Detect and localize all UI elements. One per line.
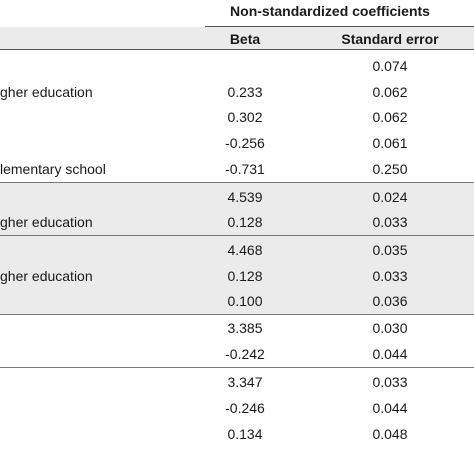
beta-value: -0.731 (225, 161, 265, 177)
beta-value: -0.256 (225, 135, 265, 151)
se-value: 0.033 (372, 214, 408, 230)
beta-value: -0.242 (225, 346, 265, 362)
group-band-1 (0, 183, 474, 235)
beta-value: 0.100 (227, 293, 263, 309)
row-label: lementary school (0, 161, 106, 177)
header-non-standardized-coefficients: Non-standardized coefficients (230, 3, 430, 19)
se-value: 0.074 (372, 58, 408, 74)
header-bottom-rule (0, 49, 474, 50)
group-separator (0, 314, 474, 315)
se-value: 0.250 (372, 161, 408, 177)
se-value: 0.035 (372, 242, 408, 258)
header-beta: Beta (229, 31, 261, 47)
table-row: 3.347 0.033 (0, 369, 474, 395)
se-value: 0.033 (372, 374, 408, 390)
se-value: 0.036 (372, 293, 408, 309)
row-label: gher education (0, 268, 93, 284)
table-row: 4.468 0.035 (0, 237, 474, 263)
table-row: -0.246 0.044 (0, 395, 474, 421)
se-value: 0.033 (372, 268, 408, 284)
table-row: -0.256 0.061 (0, 130, 474, 156)
table-row: 0.134 0.048 (0, 421, 474, 447)
group-separator (0, 235, 474, 236)
header-standard-error: Standard error (341, 31, 439, 47)
group-separator (0, 182, 474, 183)
beta-value: 0.134 (227, 426, 263, 442)
beta-value: 3.385 (227, 320, 263, 336)
table-row: 3.385 0.030 (0, 315, 474, 341)
row-label: gher education (0, 214, 93, 230)
header-divider (205, 26, 474, 27)
beta-value: 0.128 (227, 268, 263, 284)
table-row: gher education 0.233 0.062 (0, 79, 474, 105)
se-value: 0.062 (372, 84, 408, 100)
se-value: 0.024 (372, 189, 408, 205)
se-value: 0.061 (372, 135, 408, 151)
beta-value: 4.539 (227, 189, 263, 205)
table-row: 0.074 (0, 53, 474, 79)
se-value: 0.044 (372, 346, 408, 362)
se-value: 0.044 (372, 400, 408, 416)
se-value: 0.030 (372, 320, 408, 336)
beta-value: 0.233 (227, 84, 263, 100)
beta-value: 3.347 (227, 374, 263, 390)
table-row: -0.242 0.044 (0, 341, 474, 367)
beta-value: 0.128 (227, 214, 263, 230)
table-row: 0.100 0.036 (0, 288, 474, 314)
group-separator (0, 367, 474, 368)
table-row: gher education 0.128 0.033 (0, 209, 474, 235)
beta-value: 0.302 (227, 109, 263, 125)
se-value: 0.062 (372, 109, 408, 125)
table-row: lementary school -0.731 0.250 (0, 156, 474, 182)
table-row: 0.302 0.062 (0, 104, 474, 130)
table-header-columns: Beta Standard error (0, 27, 474, 49)
row-label: gher education (0, 84, 93, 100)
group-band-2 (0, 236, 474, 314)
beta-value: 4.468 (227, 242, 263, 258)
table-row: gher education 0.128 0.033 (0, 263, 474, 289)
table-row: 4.539 0.024 (0, 184, 474, 210)
se-value: 0.048 (372, 426, 408, 442)
table-header-top: Non-standardized coefficients (0, 0, 474, 22)
beta-value: -0.246 (225, 400, 265, 416)
